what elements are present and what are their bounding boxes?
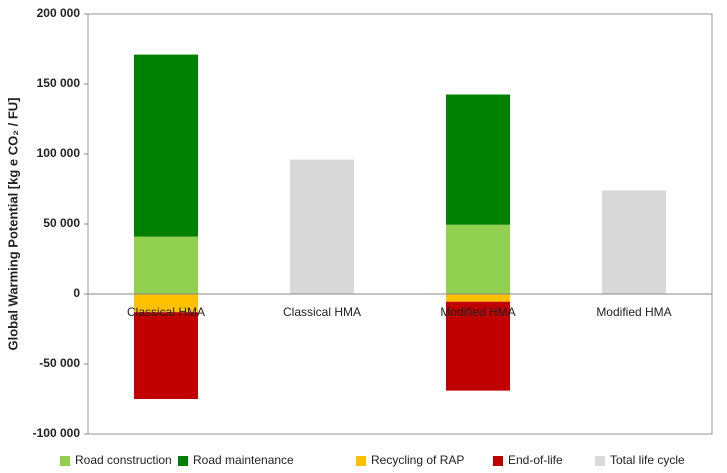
bar-segment <box>134 312 198 399</box>
legend-label: Road construction <box>75 453 172 467</box>
legend-label: Total life cycle <box>610 453 685 467</box>
legend-swatch <box>60 456 70 466</box>
bar-segment <box>134 294 198 313</box>
bar-segment <box>446 294 510 302</box>
y-axis-title: Global Warming Potential [kg e CO₂ / FU] <box>5 97 20 350</box>
legend-swatch <box>595 456 605 466</box>
bar-segment <box>134 236 198 294</box>
legend-swatch <box>178 456 188 466</box>
x-tick-label: Modified HMA <box>440 305 515 319</box>
y-tick-label: 0 <box>73 286 80 300</box>
y-tick-label: 200 000 <box>37 6 81 20</box>
legend-label: Road maintenance <box>193 453 294 467</box>
y-tick-label: -100 000 <box>33 426 81 440</box>
legend-swatch <box>493 456 503 466</box>
bar-segment <box>290 159 354 294</box>
y-tick-label: 50 000 <box>43 216 80 230</box>
legend-swatch <box>356 456 366 466</box>
bar-segment <box>446 301 510 391</box>
y-tick-label: 150 000 <box>37 76 81 90</box>
legend-label: Recycling of RAP <box>371 453 464 467</box>
y-tick-label: 100 000 <box>37 146 81 160</box>
bar-segment <box>602 190 666 294</box>
bar-segment <box>134 54 198 237</box>
y-tick-label: -50 000 <box>39 356 80 370</box>
bar-segment <box>446 94 510 225</box>
bar-segment <box>446 224 510 294</box>
x-tick-label: Modified HMA <box>596 305 671 319</box>
x-tick-label: Classical HMA <box>283 305 361 319</box>
legend-label: End-of-life <box>508 453 563 467</box>
x-tick-label: Classical HMA <box>127 305 205 319</box>
